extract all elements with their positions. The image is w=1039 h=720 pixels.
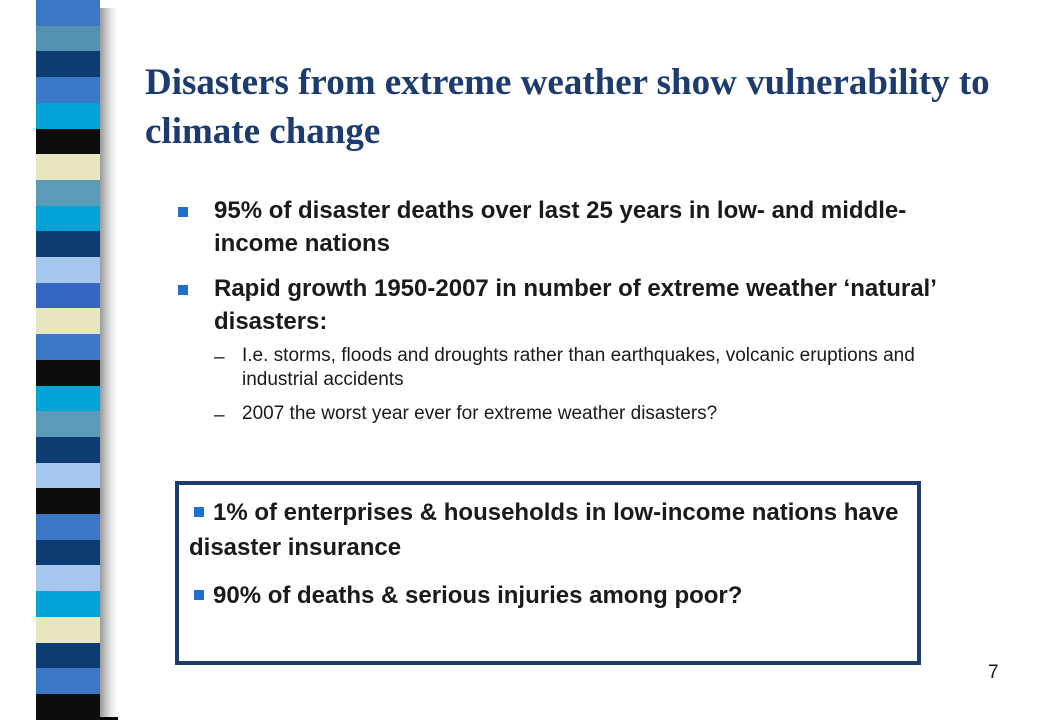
stripe-block [36,436,100,463]
bullet-text: Rapid growth 1950-2007 in number of extr… [214,275,936,335]
stripe-block [36,231,100,258]
square-bullet-icon [194,507,204,518]
stripe-block [36,591,100,617]
stripe-block [36,308,100,335]
stripe-block [36,77,100,103]
stripe-shadow [100,8,118,720]
bullet-list: 95% of disaster deaths over last 25 year… [174,194,974,441]
stripe-block [36,668,100,694]
stripe-block [36,514,100,540]
stripe-block [36,462,100,489]
callout-item: 90% of deaths & serious injuries among p… [189,578,917,613]
square-bullet-icon [178,207,188,217]
callout-box: 1% of enterprises & households in low-in… [175,481,921,665]
page-number: 7 [988,662,999,683]
stripe-block [36,282,100,309]
stripe-block [36,565,100,592]
sub-bullet-item: – I.e. storms, floods and droughts rathe… [214,344,974,392]
stripe-block [36,359,100,386]
stripe-block [36,102,100,129]
square-bullet-icon [178,285,188,295]
bullet-item: 95% of disaster deaths over last 25 year… [174,194,974,260]
stripe-block [36,642,100,669]
stripe-block [36,51,100,78]
stripe-block [36,154,100,180]
sub-bullet-item: – 2007 the worst year ever for extreme w… [214,402,974,429]
stripe-block [36,179,100,206]
stripe-block [36,257,100,283]
square-bullet-icon [194,590,204,601]
callout-text: 90% of deaths & serious injuries among p… [213,582,743,609]
sub-bullet-text: I.e. storms, floods and droughts rather … [242,345,915,390]
stripe-block [36,488,100,515]
stripe-block [36,385,100,412]
dash-icon: – [214,347,225,368]
stripe-block [36,334,100,360]
slide-title: Disasters from extreme weather show vuln… [145,62,990,152]
decorative-stripe-bar [36,0,100,720]
stripe-block [36,128,100,155]
stripe-block [36,616,100,643]
callout-item: 1% of enterprises & households in low-in… [189,495,917,565]
stripe-block [36,411,100,437]
stripe-block [36,0,100,26]
callout-text: 1% of enterprises & households in low-in… [189,499,899,561]
bullet-text: 95% of disaster deaths over last 25 year… [214,197,907,257]
stripe-block [36,25,100,52]
stripe-block [36,693,100,720]
dash-icon: – [214,405,225,426]
bullet-item: Rapid growth 1950-2007 in number of extr… [174,272,974,429]
sub-bullet-text: 2007 the worst year ever for extreme wea… [242,403,718,424]
stripe-block [36,539,100,566]
sub-bullet-list: – I.e. storms, floods and droughts rathe… [214,344,974,429]
stripe-block [36,205,100,232]
stripe-foot-line [100,717,118,720]
